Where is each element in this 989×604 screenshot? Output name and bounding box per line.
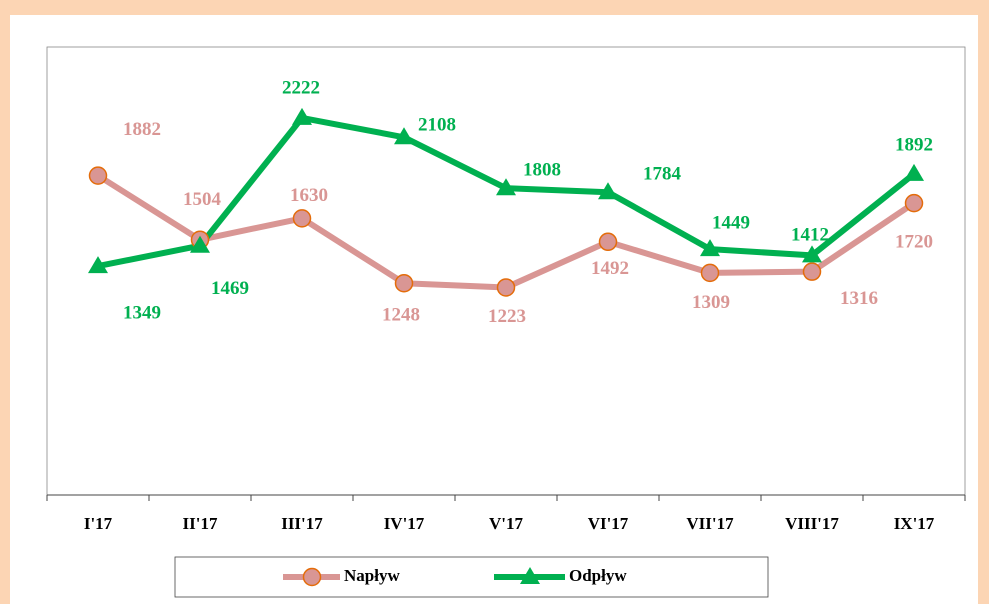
data-label: 1882 [123,119,161,140]
marker [88,166,108,185]
x-tick-label: IX'17 [894,514,935,533]
legend-label: Napływ [344,566,400,585]
data-label: 1412 [791,225,829,246]
marker [802,245,822,263]
marker [496,278,516,297]
data-label: 1248 [382,305,420,326]
x-tick-label: III'17 [281,514,323,533]
x-tick-label: IV'17 [384,514,425,533]
legend-label: Odpływ [569,566,627,585]
marker [302,567,322,587]
data-label: 1469 [211,278,249,299]
data-label: 1492 [591,258,629,279]
marker [802,262,822,281]
x-tick-label: II'17 [183,514,218,533]
x-tick-label: VI'17 [588,514,629,533]
data-label: 1808 [523,160,561,181]
x-tick-label: V'17 [489,514,524,533]
marker [700,263,720,283]
x-tick-label: VII'17 [686,514,734,533]
data-label: 2108 [418,115,456,136]
marker [598,232,618,252]
data-label: 1892 [895,134,933,155]
marker [88,256,108,274]
marker [190,235,210,253]
data-label: 1309 [692,292,730,313]
marker [520,567,540,584]
data-label: 1349 [123,302,161,323]
marker [292,209,312,228]
data-label: 1449 [712,212,750,233]
marker [598,182,618,200]
data-label: 1720 [895,231,933,252]
data-label: 2222 [282,77,320,98]
data-label: 1630 [290,185,328,206]
x-tick-label: I'17 [84,514,113,533]
marker [394,273,414,293]
marker [292,107,312,125]
marker [904,193,924,213]
marker [904,163,924,181]
marker [496,178,516,196]
data-label: 1784 [643,164,682,185]
data-label: 1316 [840,288,878,309]
panel [10,15,978,604]
x-tick-label: VIII'17 [785,514,839,533]
legend-box [174,556,769,598]
marker [394,127,414,145]
data-label: 1223 [488,306,526,327]
data-label: 1504 [183,189,222,210]
marker [700,239,720,257]
